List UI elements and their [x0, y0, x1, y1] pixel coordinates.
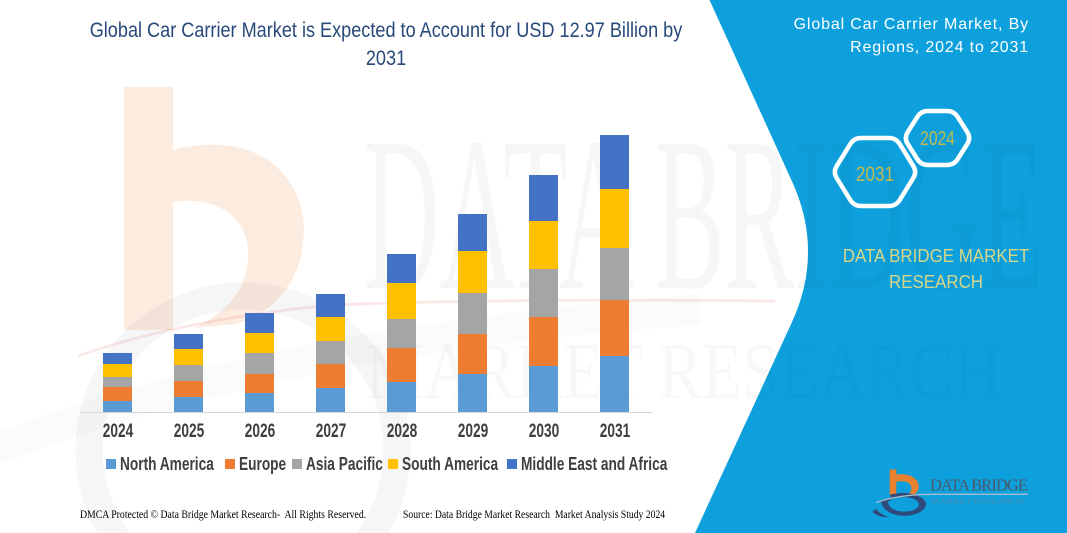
- svg-text:MARKET RESEARCH: MARKET RESEARCH: [931, 499, 1024, 506]
- svg-text:DATA BRIDGE: DATA BRIDGE: [930, 476, 1028, 495]
